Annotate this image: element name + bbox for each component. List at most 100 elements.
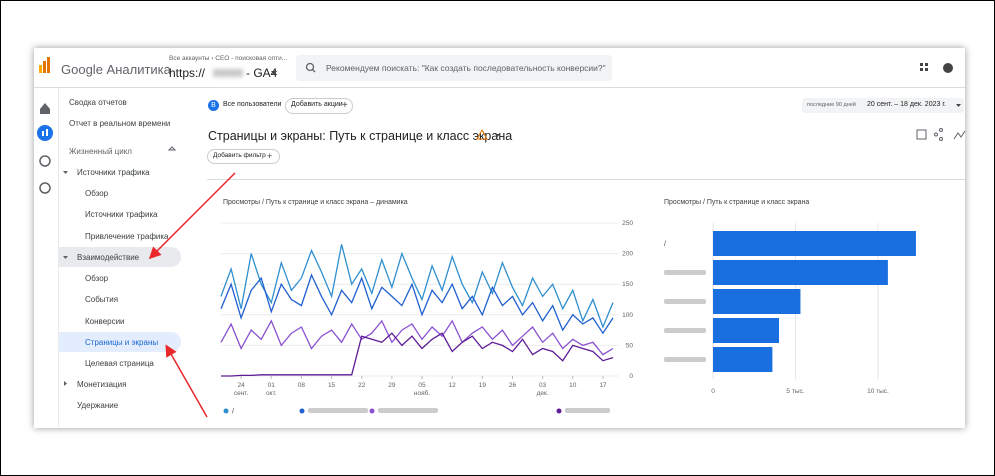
x-tick-label: 17: [599, 382, 607, 389]
line-series: [220, 273, 614, 335]
redacted: [213, 69, 243, 77]
x-tick-label: 5 тыс.: [786, 388, 804, 395]
date-range[interactable]: 20 сент. – 18 дек. 2023 г.: [867, 101, 946, 108]
help-icon[interactable]: [943, 63, 953, 73]
nav-item[interactable]: Источники трафика: [85, 210, 158, 219]
x-tick-label: 19: [478, 382, 486, 389]
legend-marker: [299, 408, 305, 414]
comparison-button[interactable]: [285, 98, 353, 114]
reports-icon[interactable]: [37, 125, 53, 141]
category-label: /: [664, 241, 666, 248]
dropdown-icon[interactable]: [495, 134, 500, 137]
legend-marker: [556, 408, 562, 414]
annotation-arrow: [165, 344, 208, 418]
x-tick-label: 12: [448, 382, 456, 389]
nav-rail: [37, 103, 53, 194]
x-tick-label: 0: [711, 388, 715, 395]
advertising-icon[interactable]: [39, 182, 51, 194]
dropdown-icon[interactable]: [271, 71, 277, 75]
bar: [713, 347, 773, 372]
nav-item[interactable]: Конверсии: [85, 317, 125, 326]
y-tick-label: 150: [622, 281, 633, 288]
legend-label: /: [232, 409, 234, 416]
line-series: [221, 332, 614, 377]
nav-item[interactable]: События: [85, 295, 119, 304]
nav-item[interactable]: Обзор: [85, 189, 109, 198]
add-comparison[interactable]: Добавить акции: [291, 101, 343, 108]
nav-item[interactable]: Отчет в реальном времени: [69, 119, 171, 128]
plus-icon[interactable]: +: [267, 151, 272, 161]
y-tick-label: 50: [626, 342, 634, 349]
dropdown-icon[interactable]: [956, 104, 961, 107]
y-tick-label: 250: [622, 220, 633, 227]
nav-item[interactable]: Монетизация: [77, 380, 127, 389]
search-placeholder[interactable]: Рекомендуем поискать: "Как создать после…: [326, 63, 606, 73]
nav-item[interactable]: Взаимодействие: [77, 253, 140, 262]
redacted: [664, 270, 706, 275]
explore-icon[interactable]: [39, 155, 51, 167]
bar: [713, 318, 779, 343]
nav-item[interactable]: Сводка отчетов: [69, 98, 127, 107]
x-tick-label: 01 окт.: [265, 382, 277, 397]
line-series: [220, 244, 614, 329]
caret: [63, 171, 68, 174]
nav-item[interactable]: Обзор: [85, 274, 109, 283]
nav-item[interactable]: Привлечение трафика: [85, 232, 169, 241]
nav-item[interactable]: Страницы и экраны: [85, 338, 159, 347]
product-name: Google Аналитика: [61, 62, 171, 77]
header-divider: [34, 87, 965, 88]
date-range-label: последние 90 дней: [807, 102, 856, 108]
x-tick-label: 05 нояб.: [413, 382, 431, 397]
warning-icon: [476, 128, 488, 140]
add-filter[interactable]: Добавить фильтр: [213, 152, 266, 159]
collapse-icon[interactable]: [167, 146, 177, 151]
redacted: [565, 408, 610, 413]
y-tick-label: 200: [622, 251, 633, 258]
charts: Просмотры / Путь к странице и класс экра…: [220, 199, 916, 416]
filter-button[interactable]: [207, 149, 280, 164]
y-tick-label: 100: [622, 312, 633, 319]
caret: [64, 381, 67, 386]
chart-title: Просмотры / Путь к странице и класс экра…: [223, 199, 408, 206]
x-tick-label: 22: [358, 382, 366, 389]
redacted: [664, 357, 706, 362]
redacted: [378, 408, 438, 413]
x-tick-label: 29: [388, 382, 396, 389]
active-item-highlight: [59, 332, 181, 352]
segment-name[interactable]: Все пользователи: [223, 101, 282, 108]
redacted: [664, 299, 706, 304]
x-tick-label: 08: [297, 382, 306, 389]
legend-marker: [369, 408, 375, 414]
x-tick-label: 26: [508, 382, 517, 389]
bar: [713, 260, 888, 285]
search-box[interactable]: [296, 55, 612, 81]
nav-item[interactable]: Удержание: [77, 401, 119, 410]
segment-badge: В: [208, 100, 219, 111]
report-title: Страницы и экраны: Путь к странице и кла…: [208, 129, 513, 143]
property-suffix[interactable]: - GA4: [246, 66, 278, 80]
search-icon: [305, 62, 315, 72]
home-icon[interactable]: [40, 103, 50, 114]
x-tick-label: 03 дек.: [536, 382, 549, 397]
property-prefix: https://: [169, 66, 206, 80]
x-tick-label: 15: [327, 382, 336, 389]
plus-icon[interactable]: +: [342, 100, 348, 111]
nav-item: Жизненный цикл: [69, 147, 132, 156]
apps-icon[interactable]: [920, 63, 928, 71]
nav-item[interactable]: Источники трафика: [77, 168, 150, 177]
report-actions[interactable]: [916, 128, 966, 141]
date-picker[interactable]: [802, 98, 964, 113]
redacted: [308, 408, 368, 413]
x-tick-label: 10 тыс.: [867, 388, 889, 395]
y-tick-label: 0: [629, 373, 633, 380]
caret: [63, 256, 68, 259]
nav-item[interactable]: Целевая страница: [85, 359, 154, 368]
logo: [39, 57, 50, 73]
x-tick-label: 10: [569, 382, 577, 389]
redacted: [664, 328, 706, 333]
line-series: [220, 319, 614, 356]
bar: [713, 231, 916, 256]
chart-title: Просмотры / Путь к странице и класс экра…: [664, 199, 809, 206]
